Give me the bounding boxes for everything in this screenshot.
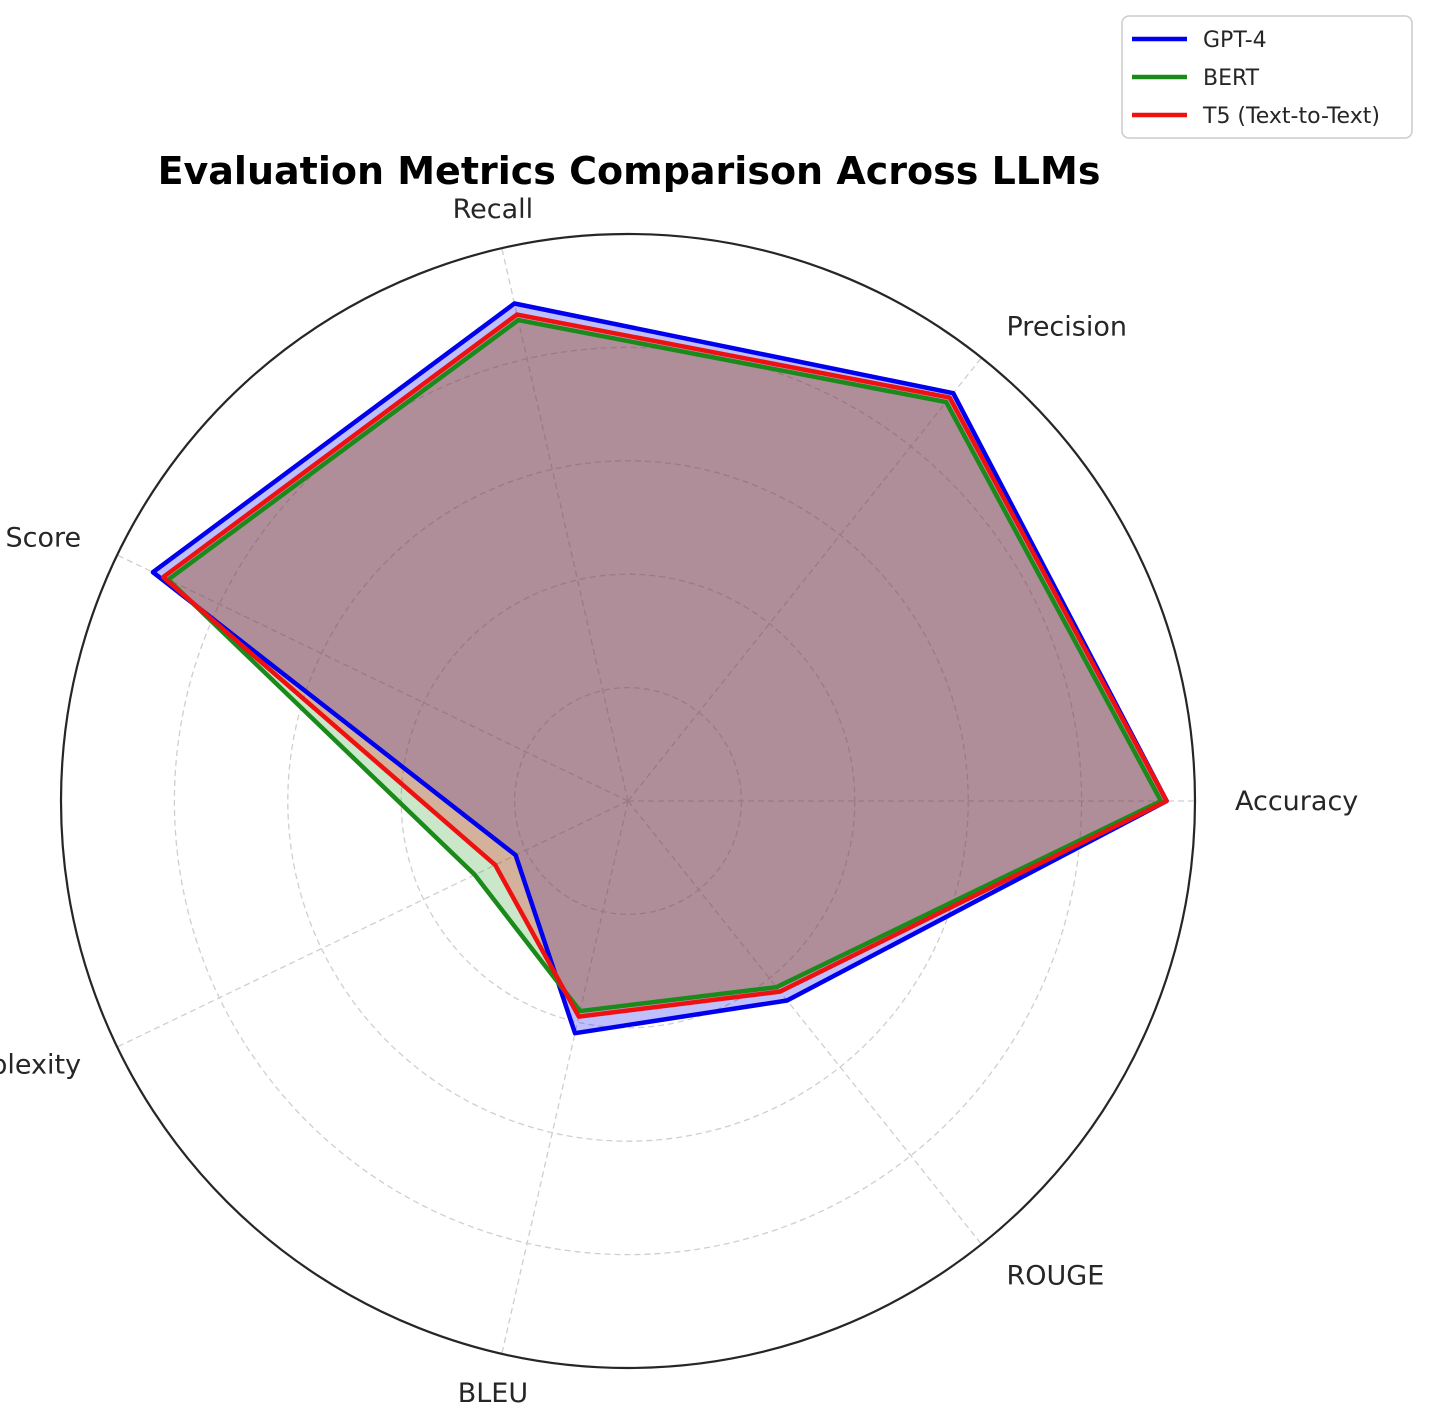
- grid-spoke-3: [501, 248, 629, 802]
- series-fills: [152, 303, 1167, 1034]
- axis-label-1: Accuracy: [1235, 786, 1358, 817]
- series-fill-2: [168, 320, 1161, 1012]
- series-fill-3: [163, 314, 1167, 1017]
- axis-label-6: BLEU: [458, 1378, 528, 1409]
- legend-label-3: T5 (Text-to-Text): [1202, 104, 1380, 129]
- legend-label-1: GPT-4: [1203, 28, 1267, 53]
- grid-spoke-4: [116, 554, 629, 802]
- legend-box: [1121, 15, 1413, 139]
- grid-spoke-5: [116, 800, 629, 1048]
- axis-label-3: Recall: [453, 194, 534, 225]
- grid-spoke-7: [627, 800, 983, 1245]
- axis-label-7: ROUGE: [1007, 1261, 1105, 1292]
- legend-label-2: BERT: [1203, 66, 1260, 91]
- axis-labels: Accuracy Precision Recall F1 Score Perplexit…: [0, 194, 1358, 1409]
- grid-spoke-2: [627, 357, 983, 802]
- series-lines: [150, 301, 1169, 1036]
- series-line-3: [160, 312, 1169, 1019]
- series-fill-1: [152, 303, 1167, 1034]
- outer-frame: [59, 232, 1197, 1370]
- axis-label-5: Perplexity: [0, 1049, 81, 1080]
- series-line-2: [165, 317, 1164, 1014]
- axis-label-2: Precision: [1007, 311, 1127, 342]
- chart-title: Evaluation Metrics Comparison Across LLM…: [158, 149, 1101, 193]
- legend: GPT-4 BERT T5 (Text-to-Text): [1121, 15, 1413, 139]
- grid-spoke-6: [501, 800, 629, 1354]
- axis-label-4: F1 Score: [0, 523, 81, 554]
- series-line-1: [150, 301, 1169, 1036]
